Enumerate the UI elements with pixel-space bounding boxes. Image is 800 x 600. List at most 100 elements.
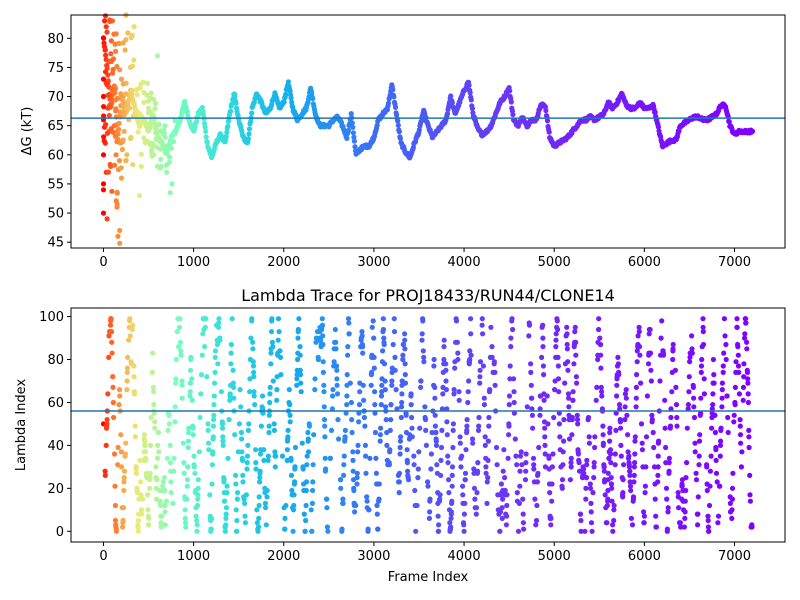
delta-g-point <box>106 112 112 119</box>
y-tick-label: 50 <box>47 207 64 222</box>
lambda-point <box>260 410 266 416</box>
lambda-point <box>608 451 614 457</box>
lambda-point <box>725 414 731 421</box>
lambda-point <box>712 429 719 436</box>
lambda-point <box>174 329 180 335</box>
delta-g-point <box>116 40 122 47</box>
lambda-point <box>274 374 280 380</box>
lambda-point <box>658 335 664 341</box>
lambda-point <box>432 412 438 418</box>
lambda-point <box>182 515 188 522</box>
lambda-point <box>560 449 566 455</box>
lambda-point <box>257 479 263 485</box>
lambda-point <box>714 479 720 485</box>
lambda-point <box>186 429 192 436</box>
lambda-point <box>477 380 483 386</box>
lambda-point <box>439 406 445 412</box>
lambda-point <box>194 528 200 534</box>
lambda-point <box>217 337 223 343</box>
delta-g-point <box>135 129 141 135</box>
lambda-point <box>379 382 385 388</box>
lambda-point <box>672 367 679 373</box>
lambda-point <box>556 410 562 416</box>
delta-g-point <box>107 102 113 108</box>
lambda-point <box>300 466 306 472</box>
lambda-point <box>439 427 445 433</box>
delta-g-point <box>121 128 127 134</box>
lambda-point <box>737 432 744 438</box>
lambda-point <box>133 466 139 472</box>
lambda-point <box>523 451 529 457</box>
lambda-point <box>224 490 230 496</box>
lambda-point <box>364 494 370 500</box>
lambda-point <box>591 464 597 470</box>
lambda-point <box>723 356 729 363</box>
lambda-point <box>352 509 358 515</box>
delta-g-point <box>113 108 119 114</box>
lambda-point <box>575 421 581 427</box>
lambda-point <box>356 419 362 425</box>
lambda-point <box>160 483 166 489</box>
x-tick-label: 1000 <box>177 255 210 270</box>
delta-g-point <box>390 87 396 93</box>
lambda-point <box>604 502 611 509</box>
lambda-point <box>729 485 736 491</box>
lambda-point <box>324 496 330 502</box>
lambda-point <box>647 350 654 356</box>
lambda-point <box>736 391 743 397</box>
lambda-point <box>190 425 196 431</box>
lambda-point <box>474 490 480 496</box>
lambda-point <box>208 526 214 532</box>
lambda-point <box>334 367 340 373</box>
lambda-point <box>747 472 753 478</box>
lambda-point <box>338 477 344 483</box>
lambda-point <box>354 481 360 487</box>
lambda-point <box>104 417 110 423</box>
lambda-point <box>138 492 144 498</box>
lambda-point <box>507 376 513 382</box>
lambda-point <box>599 393 605 399</box>
delta-g-point <box>202 124 208 130</box>
lambda-point <box>711 372 717 378</box>
lambda-point <box>634 348 640 354</box>
lambda-point <box>655 479 661 485</box>
lambda-point <box>615 354 621 360</box>
lambda-point <box>292 464 298 470</box>
lambda-point <box>552 387 558 393</box>
lambda-point <box>419 337 425 343</box>
lambda-point <box>361 397 367 403</box>
lambda-point <box>162 509 168 515</box>
lambda-point <box>583 485 589 491</box>
lambda-point <box>638 380 644 386</box>
delta-g-point <box>103 122 109 128</box>
lambda-point <box>253 447 259 453</box>
lambda-point <box>421 354 427 360</box>
lambda-point <box>263 522 269 528</box>
lambda-point <box>534 479 541 485</box>
lambda-point <box>222 498 228 504</box>
lambda-point <box>233 481 239 487</box>
lambda-point <box>359 333 365 339</box>
lambda-point <box>432 395 438 401</box>
delta-g-point <box>147 141 153 148</box>
lambda-point <box>402 380 409 386</box>
delta-g-point <box>233 100 239 106</box>
lambda-point <box>523 460 529 466</box>
lambda-point <box>230 380 236 386</box>
lambda-point <box>346 320 352 326</box>
lambda-point <box>537 412 543 418</box>
lambda-point <box>131 374 137 380</box>
lambda-point <box>529 406 535 412</box>
lambda-point <box>613 427 619 433</box>
lambda-point <box>247 376 253 382</box>
lambda-point <box>380 326 387 333</box>
lambda-point <box>639 447 646 453</box>
lambda-point <box>253 466 259 472</box>
lambda-point <box>643 464 649 470</box>
lambda-point <box>634 359 640 365</box>
lambda-point <box>511 410 517 416</box>
lambda-point <box>230 384 237 390</box>
lambda-point <box>483 464 489 470</box>
lambda-point <box>610 522 616 528</box>
lambda-point <box>470 440 476 446</box>
